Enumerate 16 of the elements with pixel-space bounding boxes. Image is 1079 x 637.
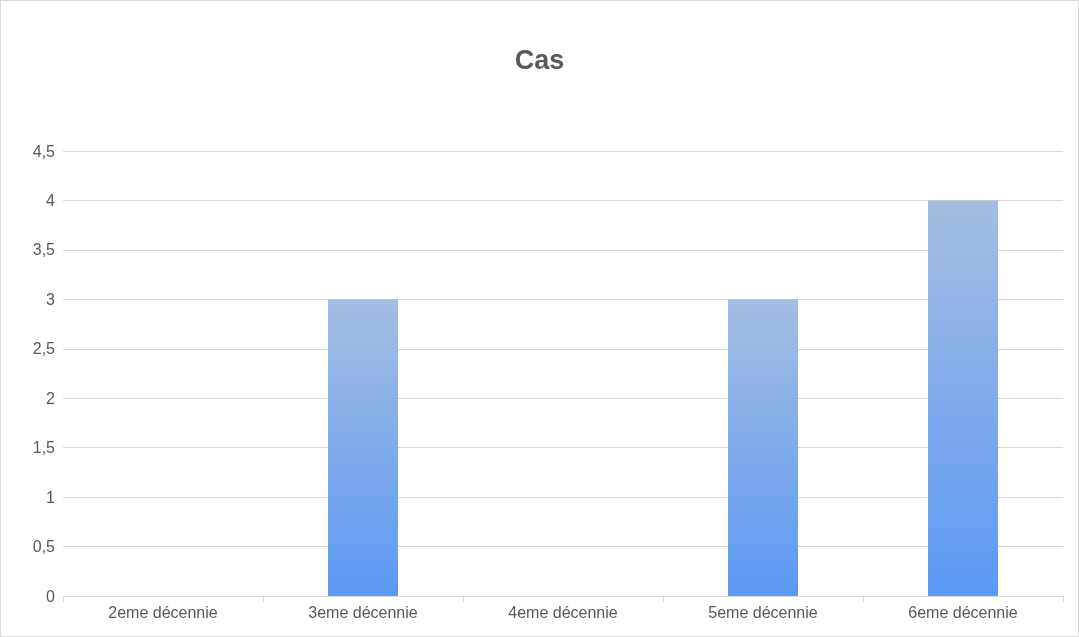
x-tick-label: 2eme décennie [108, 603, 218, 621]
y-tick-label: 2 [46, 389, 56, 407]
x-tick-label: 4eme décennie [508, 603, 618, 621]
y-tick-label: 2,5 [32, 340, 56, 358]
x-tick-label: 6eme décennie [908, 603, 1018, 621]
y-tick-label: 4 [46, 191, 56, 209]
y-tick-label: 3 [46, 290, 56, 308]
y-tick-label: 3,5 [32, 241, 56, 259]
y-tick-label: 0,5 [32, 538, 56, 556]
y-tick-label: 4,5 [32, 142, 56, 160]
y-tick-label: 0 [46, 587, 56, 605]
y-tick-label: 1 [46, 488, 56, 506]
chart-title: Cas [514, 44, 565, 75]
x-tick-label: 5eme décennie [708, 603, 818, 621]
y-tick-label: 1,5 [32, 439, 56, 457]
x-tick-label: 3eme décennie [308, 603, 418, 621]
